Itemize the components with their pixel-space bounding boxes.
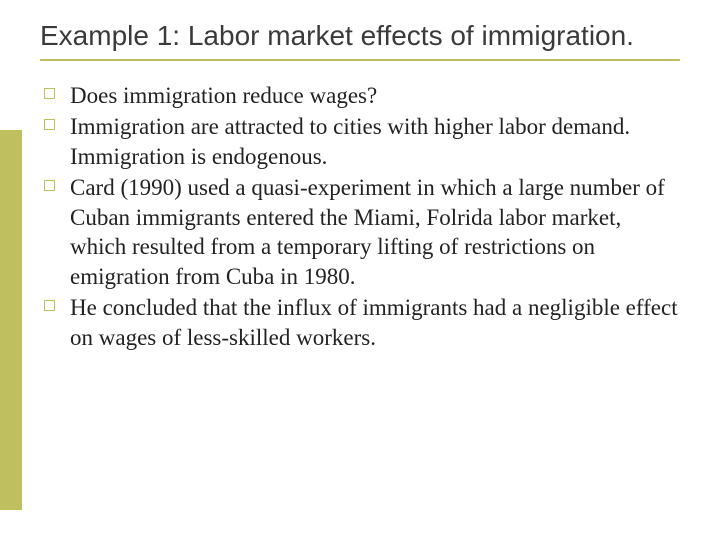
list-item: He concluded that the influx of immigran… — [44, 293, 680, 352]
slide-container: Example 1: Labor market effects of immig… — [0, 0, 720, 374]
title-underline — [40, 59, 680, 61]
bullet-list: Does immigration reduce wages? Immigrati… — [40, 81, 680, 352]
bullet-text: Does immigration reduce wages? — [70, 83, 377, 108]
list-item: Does immigration reduce wages? — [44, 81, 680, 110]
square-bullet-icon — [44, 300, 55, 311]
bullet-text: Card (1990) used a quasi-experiment in w… — [70, 175, 665, 288]
bullet-text: He concluded that the influx of immigran… — [70, 295, 678, 349]
list-item: Card (1990) used a quasi-experiment in w… — [44, 173, 680, 291]
square-bullet-icon — [44, 119, 55, 130]
list-item: Immigration are attracted to cities with… — [44, 112, 680, 171]
accent-bar — [0, 130, 22, 510]
bullet-text: Immigration are attracted to cities with… — [70, 114, 630, 168]
square-bullet-icon — [44, 180, 55, 191]
square-bullet-icon — [44, 88, 55, 99]
slide-title: Example 1: Labor market effects of immig… — [40, 18, 680, 53]
